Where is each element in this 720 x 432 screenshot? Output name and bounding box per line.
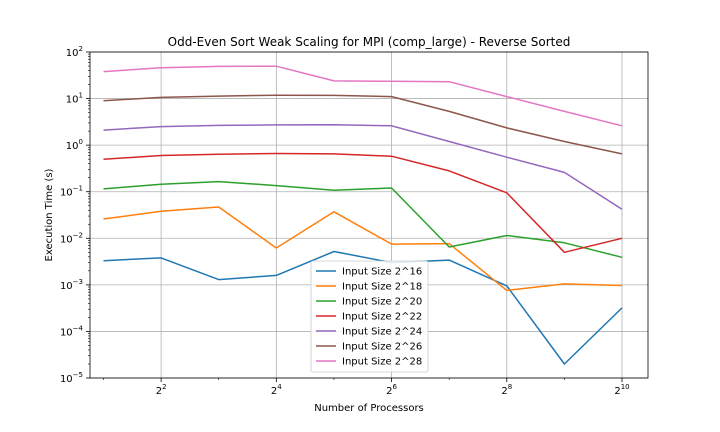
legend-label: Input Size 2^24 <box>342 327 422 338</box>
x-tick-label: 24 <box>271 383 282 397</box>
legend-label: Input Size 2^22 <box>342 312 422 323</box>
legend-box <box>310 260 429 373</box>
series-line-4 <box>103 123 623 210</box>
x-tick-exponent: 6 <box>393 383 398 391</box>
x-tick-label: 26 <box>386 383 397 397</box>
y-tick-base: 10 <box>60 281 73 292</box>
series-line-0 <box>103 250 623 365</box>
y-tick-base: 10 <box>66 95 79 106</box>
y-tick-exponent: 2 <box>79 45 83 53</box>
y-tick-base: 10 <box>60 327 73 338</box>
y-axis-label: Execution Time (s) <box>44 168 55 261</box>
legend-label: Input Size 2^28 <box>342 357 422 368</box>
legend-label: Input Size 2^26 <box>342 342 422 353</box>
series-line-1 <box>103 206 623 292</box>
y-tick-label: 10−5 <box>60 371 83 385</box>
series-line-6 <box>103 65 623 127</box>
series-line-2 <box>103 180 623 259</box>
y-tick-base: 10 <box>60 234 73 245</box>
x-tick-exponent: 4 <box>277 383 282 391</box>
x-tick-exponent: 2 <box>162 383 166 391</box>
y-tick-label: 101 <box>66 92 83 106</box>
legend: Input Size 2^16 Input Size 2^18 Input Size… <box>310 260 429 373</box>
y-tick-exponent: −1 <box>73 185 83 193</box>
series-line-3 <box>103 152 623 254</box>
series-line-5 <box>103 94 623 155</box>
x-tick-label: 22 <box>156 383 167 397</box>
y-tick-label: 10−4 <box>60 324 84 338</box>
y-tick-base: 10 <box>66 48 79 59</box>
y-tick-exponent: 1 <box>79 92 83 100</box>
x-tick-label: 28 <box>501 383 512 397</box>
y-tick-label: 100 <box>66 138 83 152</box>
legend-label: Input Size 2^20 <box>342 297 422 308</box>
y-tick-label: 10−3 <box>60 278 83 292</box>
y-tick-base: 10 <box>60 188 73 199</box>
x-tick-exponent: 8 <box>508 383 512 391</box>
x-tick-base: 2 <box>271 386 277 397</box>
x-tick-label: 210 <box>614 383 629 397</box>
y-tick-exponent: 0 <box>79 138 83 146</box>
x-axis-label: Number of Processors <box>314 403 424 414</box>
plot-series <box>103 65 623 365</box>
y-tick-exponent: −4 <box>73 324 84 332</box>
x-tick-base: 2 <box>386 386 392 397</box>
x-tick-base: 2 <box>614 386 620 397</box>
y-tick-label: 10−2 <box>60 231 83 245</box>
x-tick-base: 2 <box>156 386 162 397</box>
y-tick-exponent: −2 <box>73 231 83 239</box>
x-tick-base: 2 <box>501 386 507 397</box>
y-tick-exponent: −3 <box>73 278 83 286</box>
legend-label: Input Size 2^18 <box>342 282 422 293</box>
y-tick-label: 102 <box>66 45 83 59</box>
x-tick-exponent: 10 <box>621 383 630 391</box>
y-tick-exponent: −5 <box>73 371 83 379</box>
y-tick-label: 10−1 <box>60 185 83 199</box>
plot-frame <box>89 51 649 379</box>
y-tick-base: 10 <box>66 141 79 152</box>
chart-title: Odd-Even Sort Weak Scaling for MPI (comp… <box>168 35 571 49</box>
y-tick-base: 10 <box>60 374 73 385</box>
legend-label: Input Size 2^16 <box>342 267 422 278</box>
